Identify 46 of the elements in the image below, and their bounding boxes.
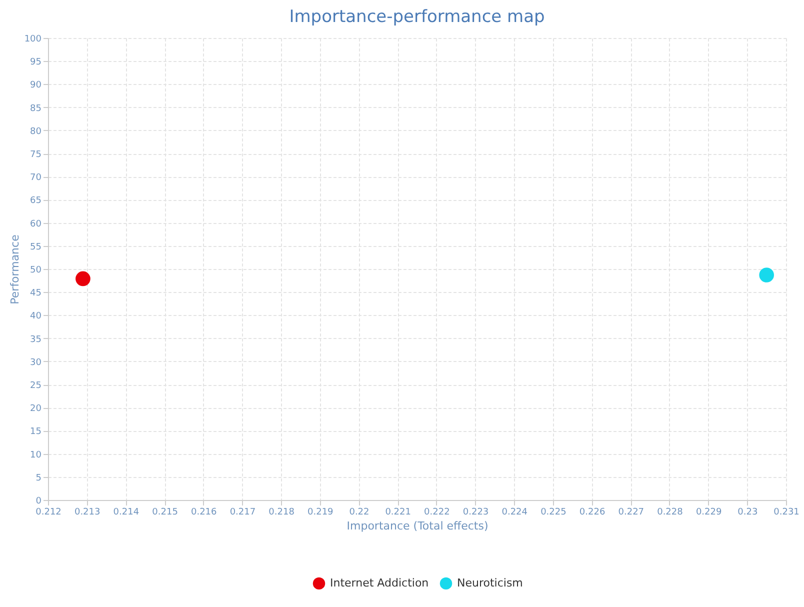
- y-tick-label: 30: [30, 358, 42, 368]
- x-tick-label: 0.224: [502, 508, 528, 518]
- y-tick-label: 80: [30, 126, 42, 137]
- x-tick-label: 0.221: [385, 508, 411, 518]
- y-tick-label: 85: [30, 104, 42, 114]
- x-tick-label: 0.227: [618, 508, 644, 518]
- x-tick-label: 0.23: [738, 508, 758, 518]
- x-tick-label: 0.223: [462, 508, 489, 518]
- x-tick-label: 0.231: [774, 508, 800, 518]
- legend-label: Internet Addiction: [330, 576, 429, 590]
- x-tick-label: 0.215: [152, 508, 178, 518]
- x-tick-label: 0.216: [190, 508, 218, 518]
- chart-title: Importance-performance map: [289, 7, 545, 27]
- x-tick-label: 0.226: [579, 508, 606, 518]
- y-tick-label: 5: [36, 473, 42, 484]
- y-tick-label: 55: [30, 242, 42, 252]
- y-tick-label: 35: [30, 334, 42, 345]
- y-tick-label: 10: [30, 450, 42, 460]
- y-tick-label: 95: [30, 58, 42, 68]
- y-tick-label: 15: [30, 427, 42, 438]
- x-tick-label: 0.217: [230, 508, 256, 518]
- x-tick-label: 0.212: [36, 508, 62, 518]
- x-tick-label: 0.225: [540, 508, 566, 518]
- y-tick-label: 40: [30, 312, 42, 322]
- x-tick-label: 0.222: [424, 508, 450, 518]
- x-tick-label: 0.229: [696, 508, 722, 518]
- y-tick-label: 25: [30, 381, 42, 391]
- y-tick-label: 90: [30, 80, 42, 91]
- y-tick-label: 75: [30, 150, 42, 160]
- x-tick-label: 0.214: [113, 508, 140, 518]
- x-tick-label: 0.228: [657, 508, 684, 518]
- y-tick-label: 45: [30, 288, 42, 299]
- legend-label: Neuroticism: [457, 576, 523, 590]
- y-tick-label: 100: [24, 34, 42, 44]
- y-tick-label: 0: [36, 496, 42, 506]
- x-axis-title: Importance (Total effects): [346, 520, 488, 532]
- x-tick-label: 0.22: [349, 508, 370, 518]
- y-tick-label: 65: [30, 196, 42, 206]
- y-tick-label: 50: [30, 266, 42, 276]
- x-tick-label: 0.219: [308, 508, 334, 518]
- y-tick-label: 20: [30, 404, 42, 414]
- y-tick-label: 60: [30, 219, 42, 230]
- x-tick-label: 0.213: [74, 508, 100, 518]
- y-axis-title: Performance: [8, 234, 22, 304]
- y-tick-label: 70: [30, 173, 42, 184]
- x-tick-label: 0.218: [268, 508, 295, 518]
